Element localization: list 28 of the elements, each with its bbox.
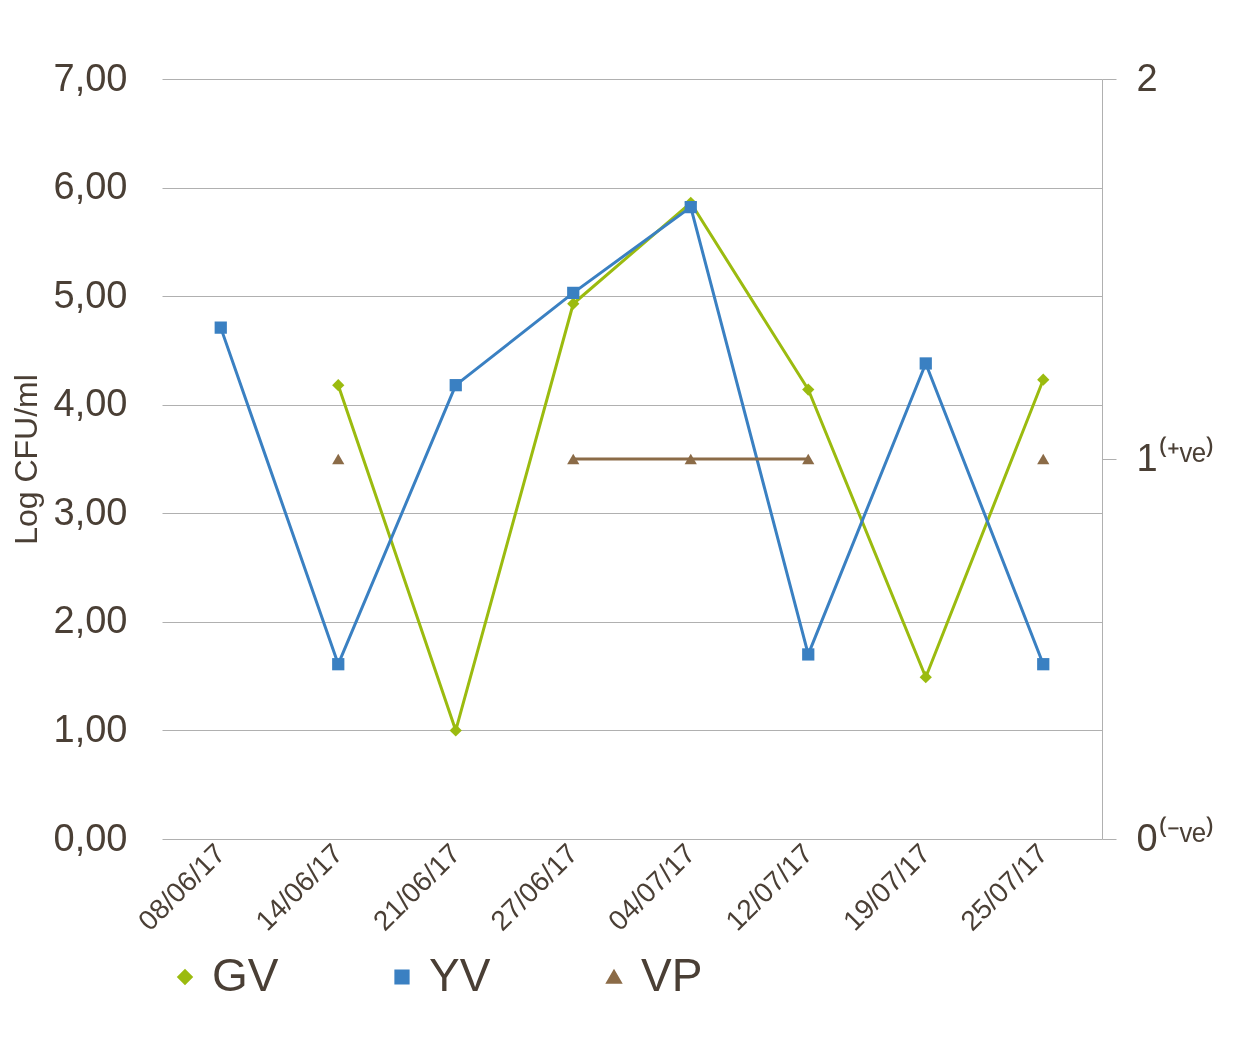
point — [802, 648, 815, 661]
y-tick-label: 6,00 — [53, 165, 128, 208]
y-tick-label: 5,00 — [53, 273, 128, 316]
y-tick-label: 2,00 — [53, 599, 128, 642]
point — [684, 200, 697, 214]
point — [332, 379, 345, 392]
y2-tick-label: 2 — [1136, 56, 1158, 99]
point — [449, 379, 462, 392]
y2-tick-label: 0⁽⁻ᵛᵉ⁾ — [1136, 815, 1215, 859]
point — [802, 383, 815, 396]
y-tick-label: 4,00 — [53, 382, 128, 425]
point — [919, 357, 932, 370]
legend-label: VP — [641, 949, 703, 1001]
y-axis-title: Log CFU/ml — [7, 374, 44, 545]
point — [567, 286, 580, 300]
legend-label: YV — [429, 949, 491, 1001]
y-tick-label: 3,00 — [53, 490, 128, 533]
point — [919, 671, 932, 684]
point — [332, 658, 345, 671]
point — [214, 321, 227, 334]
point — [1037, 658, 1050, 671]
point — [1037, 373, 1050, 386]
legend-label: GV — [212, 949, 279, 1001]
point — [449, 724, 462, 737]
y-tick-label: 1,00 — [53, 707, 128, 750]
y2-tick-label: 1⁽⁺ᵛᵉ⁾ — [1136, 435, 1215, 479]
y-tick-label: 0,00 — [53, 816, 128, 859]
y-tick-label: 7,00 — [53, 56, 128, 99]
